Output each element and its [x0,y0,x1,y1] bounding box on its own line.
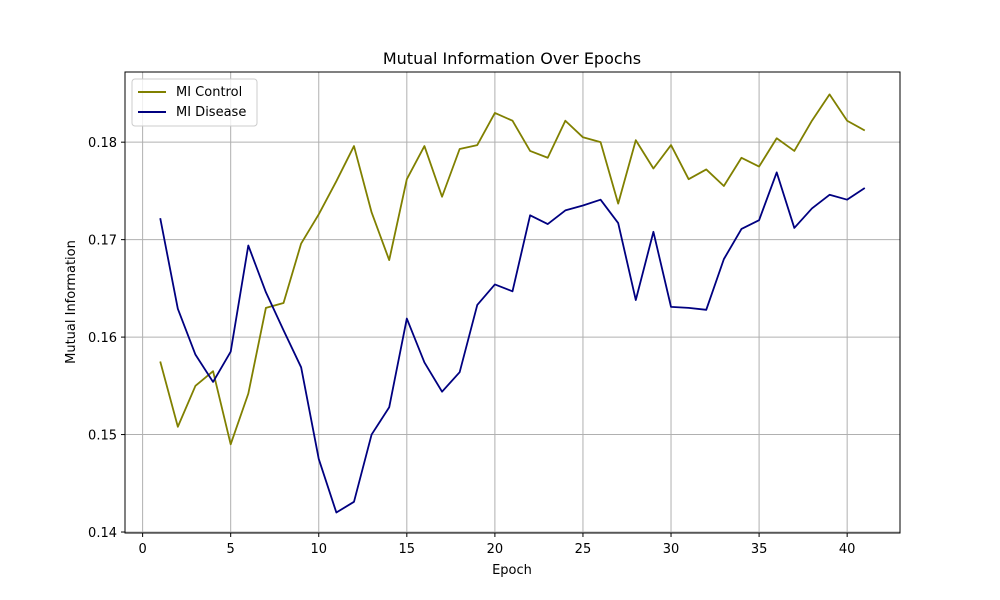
y-tick-label: 0.14 [88,526,117,541]
x-tick-label: 25 [575,542,592,557]
y-tick-label: 0.16 [88,331,117,346]
legend-label-mi-disease: MI Disease [176,105,246,120]
legend-box [131,78,258,127]
x-tick-label: 5 [227,542,235,557]
x-tick-label: 0 [138,542,146,557]
legend: MI Control MI Disease [131,78,258,127]
plot-frame [124,71,901,534]
x-tick-label: 15 [399,542,416,557]
y-tick-label: 0.15 [88,429,117,444]
y-axis-title: Mutual Information [64,240,79,364]
x-tick-label: 20 [487,542,504,557]
x-tick-label: 10 [310,542,327,557]
series-line-mi-control [159,93,866,446]
series-line-mi-disease [159,171,866,514]
x-tick-label: 40 [839,542,856,557]
gridlines [125,72,900,533]
x-tick-label: 30 [663,542,680,557]
series-lines [159,93,866,514]
axis-ticks: 0 5 10 15 20 25 30 35 40 0.14 0.15 0.16 0.17 0.18 [88,136,855,557]
x-axis-title: Epoch [492,563,532,578]
x-tick-label: 35 [751,542,768,557]
y-tick-label: 0.17 [88,234,117,249]
legend-label-mi-control: MI Control [176,85,242,100]
chart-title: Mutual Information Over Epochs [383,49,641,68]
y-tick-label: 0.18 [88,136,117,151]
